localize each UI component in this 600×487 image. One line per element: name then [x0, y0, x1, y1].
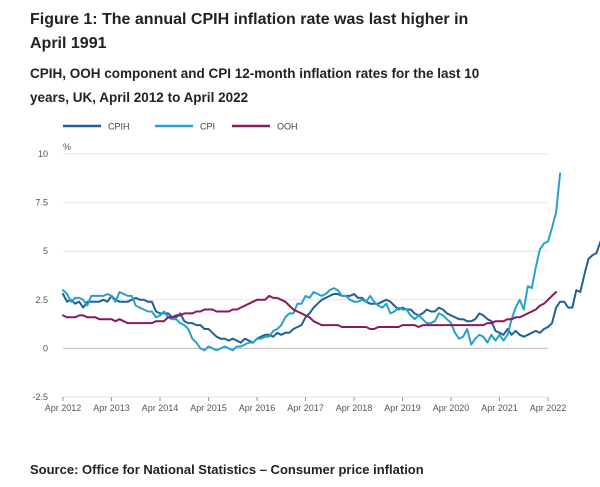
x-tick-label: Apr 2022	[530, 403, 567, 413]
x-tick-label: Apr 2021	[481, 403, 518, 413]
x-tick-label: Apr 2019	[384, 403, 421, 413]
x-tick-label: Apr 2018	[336, 403, 373, 413]
y-tick-label: 10	[38, 149, 48, 159]
x-tick-label: Apr 2016	[239, 403, 276, 413]
x-tick-label: Apr 2015	[190, 403, 227, 413]
x-tick-label: Apr 2012	[45, 403, 82, 413]
y-tick-label: 0	[43, 343, 48, 353]
y-tick-label: -2.5	[32, 392, 48, 402]
series-group	[62, 172, 600, 352]
y-tick-label: 7.5	[35, 198, 48, 208]
x-tick-label: Apr 2020	[433, 403, 470, 413]
y-tick-label: 2.5	[35, 295, 48, 305]
y-axis-unit-label: %	[63, 142, 71, 152]
legend-label-cpi: CPI	[200, 122, 215, 132]
series-line-cpih	[62, 240, 600, 344]
x-tick-label: Apr 2013	[93, 403, 130, 413]
chart-legend: CPIH CPI OOH	[63, 122, 298, 132]
y-tick-label: 5	[43, 246, 48, 256]
legend-label-ooh: OOH	[277, 122, 298, 132]
x-tick-label: Apr 2014	[142, 403, 179, 413]
x-tick-label: Apr 2017	[287, 403, 324, 413]
series-line-cpi	[62, 172, 562, 352]
chart-subtitle: CPIH, OOH component and CPI 12-month inf…	[30, 66, 480, 105]
x-axis: Apr 2012 Apr 2013 Apr 2014 Apr 2015 Apr 2016…	[45, 397, 567, 413]
source-note: Source: Office for National Statistics –…	[30, 462, 424, 477]
chart-title: Figure 1: The annual CPIH inflation rate…	[30, 11, 469, 52]
legend-label-cpih: CPIH	[108, 122, 130, 132]
y-axis: -2.5 0 2.5 5 7.5 10%	[32, 142, 548, 402]
series-line-ooh	[62, 291, 558, 330]
